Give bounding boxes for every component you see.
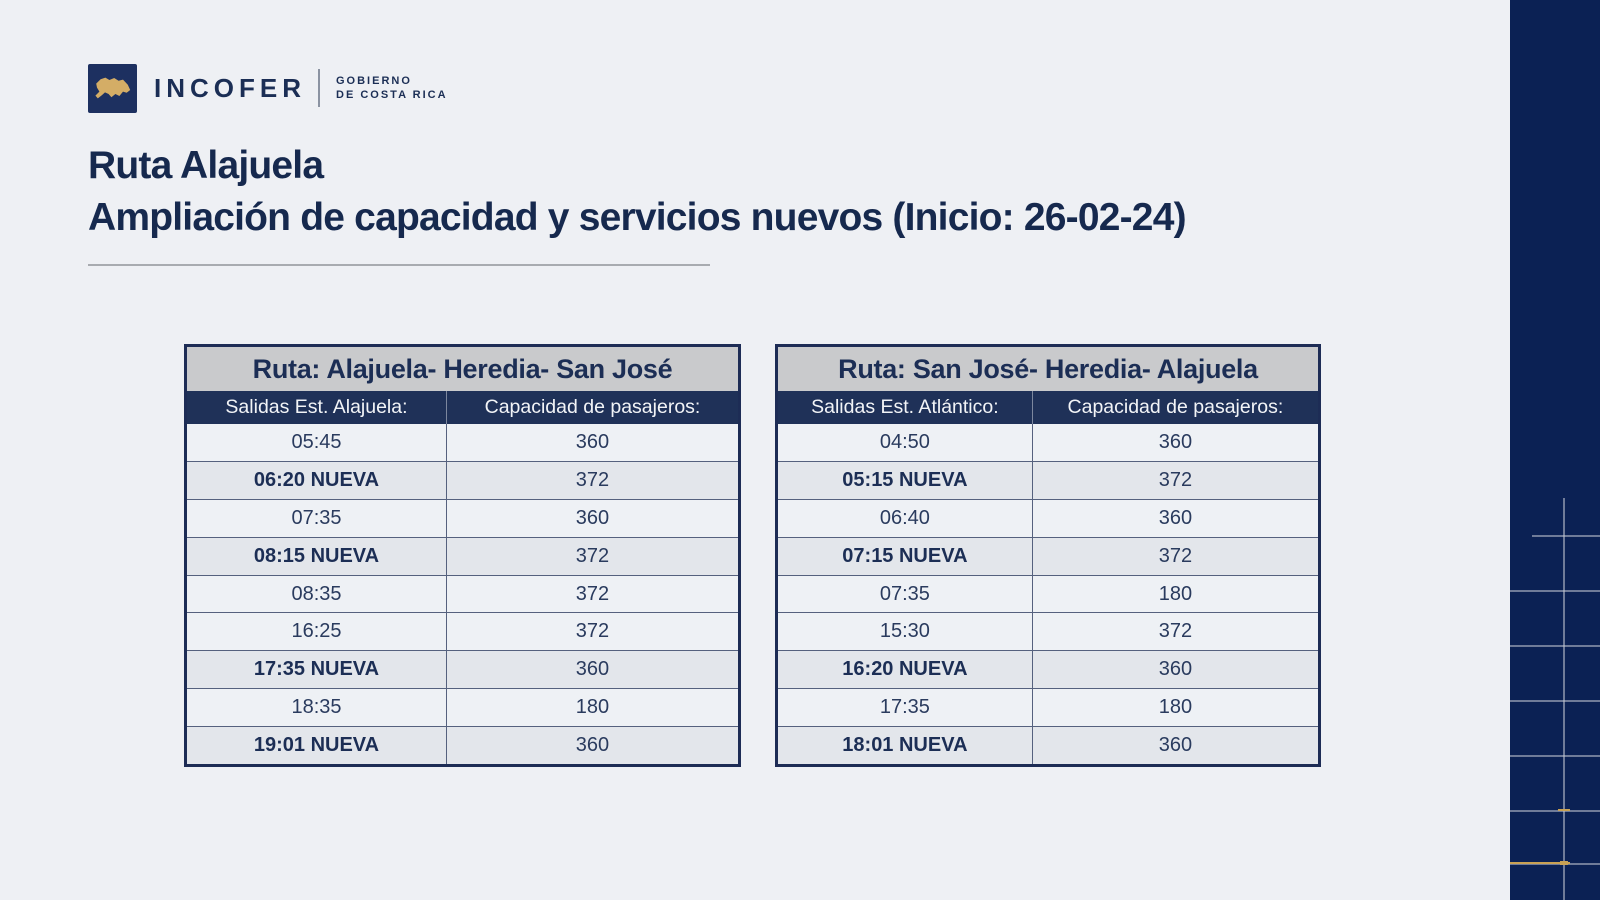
table-body: 04:50 360 05:15 NUEVA 372 06:40 360 07:1… — [778, 424, 1318, 765]
table-body: 05:45 360 06:20 NUEVA 372 07:35 360 08:1… — [187, 424, 738, 765]
gold-accent — [1560, 861, 1568, 865]
column-header-departures: Salidas Est. Atlántico: — [811, 396, 999, 418]
table-row: 18:35 180 — [187, 688, 738, 727]
page-title-line1: Ruta Alajuela — [88, 144, 324, 187]
government-line2: DE COSTA RICA — [336, 89, 448, 101]
capacity-cell: 372 — [445, 461, 738, 499]
page-title-line2: Ampliación de capacidad y servicios nuev… — [88, 196, 1187, 239]
table-row: 17:35 180 — [778, 688, 1318, 727]
table-title: Ruta: Alajuela- Heredia- San José — [187, 347, 738, 391]
government-line1: GOBIERNO — [336, 75, 412, 87]
departure-time-cell: 16:25 — [291, 620, 342, 643]
table-row: 15:30 372 — [778, 612, 1318, 651]
capacity-cell: 180 — [1031, 689, 1318, 727]
departure-time-cell: 07:15 NUEVA — [842, 544, 968, 567]
departure-time-cell: 08:35 — [291, 582, 342, 605]
departure-time-cell: 16:20 NUEVA — [842, 658, 968, 681]
table-row: 07:35 180 — [778, 574, 1318, 613]
table-row: 07:35 360 — [187, 498, 738, 537]
incofer-logo-icon — [88, 63, 137, 113]
right-decoration-band — [1510, 0, 1600, 900]
table-header-row: Salidas Est. Atlántico: Capacidad de pas… — [778, 391, 1318, 424]
departure-time-cell: 05:45 — [291, 430, 342, 453]
table-row: 04:50 360 — [778, 424, 1318, 461]
schedule-table-sanjose-alajuela: Ruta: San José- Heredia- Alajuela Salida… — [775, 344, 1321, 767]
table-row: 06:40 360 — [778, 498, 1318, 537]
header-logo: INCOFER GOBIERNO DE COSTA RICA — [88, 63, 448, 113]
grid-line — [1510, 590, 1600, 592]
departure-time-cell: 04:50 — [879, 430, 930, 453]
table-row: 07:15 NUEVA 372 — [778, 536, 1318, 575]
capacity-cell: 372 — [1031, 537, 1318, 575]
departure-time-cell: 07:35 — [879, 582, 930, 605]
gold-accent — [1510, 862, 1570, 864]
table-row: 17:35 NUEVA 360 — [187, 650, 738, 689]
table-row: 18:01 NUEVA 360 — [778, 726, 1318, 765]
title-underline — [88, 264, 710, 266]
capacity-cell: 180 — [1031, 575, 1318, 613]
logo-divider — [318, 69, 320, 107]
departure-time-cell: 07:35 — [291, 506, 342, 529]
capacity-cell: 360 — [1031, 499, 1318, 537]
capacity-cell: 180 — [445, 689, 738, 727]
capacity-cell: 360 — [445, 651, 738, 689]
column-header-departures: Salidas Est. Alajuela: — [225, 396, 408, 418]
brand-wordmark: INCOFER — [154, 72, 306, 103]
capacity-cell: 360 — [1031, 424, 1318, 461]
capacity-cell: 360 — [445, 727, 738, 765]
page-title: Ruta Alajuela Ampliación de capacidad y … — [88, 140, 1488, 244]
table-row: 05:15 NUEVA 372 — [778, 460, 1318, 499]
schedule-table-alajuela-sanjose: Ruta: Alajuela- Heredia- San José Salida… — [184, 344, 741, 767]
table-row: 19:01 NUEVA 360 — [187, 726, 738, 765]
column-header-capacity: Capacidad de pasajeros: — [445, 391, 738, 424]
departure-time-cell: 06:20 NUEVA — [253, 468, 380, 491]
departure-time-cell: 18:01 NUEVA — [842, 734, 968, 757]
capacity-cell: 360 — [445, 424, 738, 461]
capacity-cell: 372 — [1031, 461, 1318, 499]
departure-time-cell: 18:35 — [291, 696, 342, 719]
gold-accent — [1558, 809, 1570, 811]
government-label: GOBIERNO DE COSTA RICA — [336, 74, 448, 102]
table-row: 08:15 NUEVA 372 — [187, 536, 738, 575]
capacity-cell: 360 — [445, 499, 738, 537]
departure-time-cell: 06:40 — [879, 506, 930, 529]
grid-line — [1563, 498, 1565, 900]
table-row: 08:35 372 — [187, 574, 738, 613]
grid-line — [1532, 535, 1600, 537]
departure-time-cell: 17:35 NUEVA — [253, 658, 380, 681]
capacity-cell: 360 — [1031, 727, 1318, 765]
grid-line — [1510, 755, 1600, 757]
departure-time-cell: 15:30 — [879, 620, 930, 643]
departure-time-cell: 19:01 NUEVA — [253, 734, 380, 757]
capacity-cell: 360 — [1031, 651, 1318, 689]
table-row: 16:25 372 — [187, 612, 738, 651]
table-row: 06:20 NUEVA 372 — [187, 460, 738, 499]
table-row: 05:45 360 — [187, 424, 738, 461]
column-header-capacity: Capacidad de pasajeros: — [1031, 391, 1318, 424]
departure-time-cell: 17:35 — [879, 696, 930, 719]
table-title: Ruta: San José- Heredia- Alajuela — [778, 347, 1318, 391]
capacity-cell: 372 — [445, 537, 738, 575]
table-header-row: Salidas Est. Alajuela: Capacidad de pasa… — [187, 391, 738, 424]
capacity-cell: 372 — [445, 575, 738, 613]
capacity-cell: 372 — [445, 613, 738, 651]
grid-line — [1510, 645, 1600, 647]
grid-line — [1510, 700, 1600, 702]
costa-rica-map-icon — [94, 77, 130, 99]
departure-time-cell: 08:15 NUEVA — [253, 544, 380, 567]
departure-time-cell: 05:15 NUEVA — [842, 468, 968, 491]
grid-line — [1510, 810, 1600, 812]
table-row: 16:20 NUEVA 360 — [778, 650, 1318, 689]
capacity-cell: 372 — [1031, 613, 1318, 651]
